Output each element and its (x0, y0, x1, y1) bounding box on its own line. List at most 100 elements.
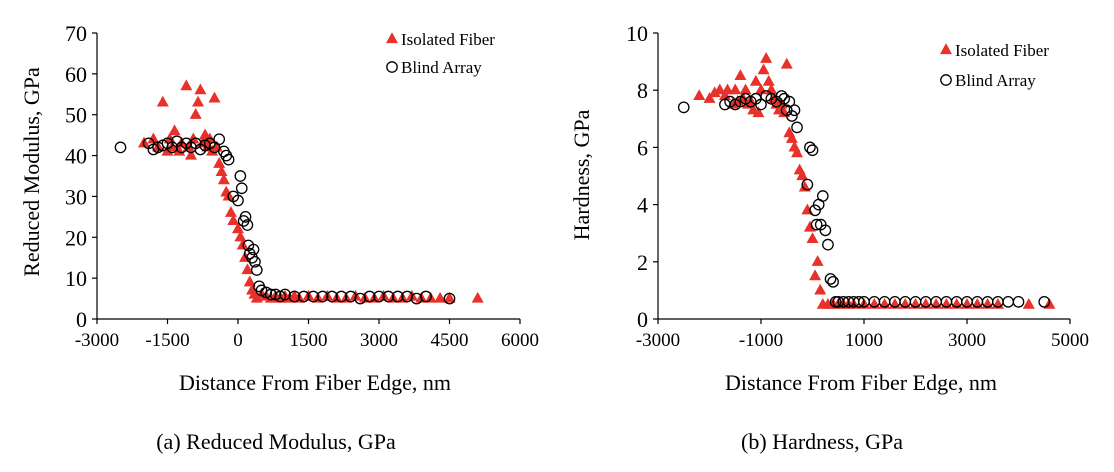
data-point-triangle (471, 291, 484, 303)
data-point-circle (1012, 295, 1025, 308)
data-points (114, 79, 484, 305)
x-tick-label: 0 (233, 330, 243, 351)
data-point-triangle (163, 132, 176, 144)
y-tick-label: 70 (65, 21, 87, 46)
y-tick-label: 0 (637, 307, 648, 332)
axes (653, 32, 1071, 324)
data-point-triangle (224, 206, 237, 217)
data-point-circle (1002, 295, 1015, 308)
data-point-triangle (729, 83, 742, 95)
data-point-triangle (234, 230, 247, 242)
x-tick-label: -3000 (636, 330, 680, 351)
x-tick-label: 5000 (1051, 330, 1089, 351)
data-point-triangle (780, 57, 793, 69)
data-point-triangle (213, 157, 226, 168)
y-tick-label: 30 (65, 184, 87, 209)
data-point-circle (239, 211, 252, 223)
data-point-triangle (806, 232, 819, 244)
data-point-circle (827, 275, 839, 288)
data-point-triangle (232, 222, 244, 234)
data-point-circle (786, 110, 798, 122)
y-tick-label: 10 (65, 266, 87, 291)
chart-caption: (b) Hardness, GPa (741, 429, 903, 454)
x-tick-label: -1500 (145, 330, 189, 351)
data-point-triangle (713, 83, 726, 95)
data-point-circle (824, 273, 837, 285)
legend-marker-triangle (386, 32, 398, 44)
data-point-circle (852, 295, 865, 308)
y-axis-label: Hardness, GPa (569, 109, 594, 240)
data-point-circle (373, 290, 385, 303)
data-point-triangle (757, 63, 770, 75)
x-tick-label: 6000 (501, 330, 539, 351)
y-axis-label: Reduced Modulus, GPa (19, 67, 44, 277)
data-point-circle (247, 243, 260, 256)
data-point-circle (775, 90, 788, 102)
data-point-circle (114, 141, 127, 154)
x-tick-label: -1000 (739, 330, 783, 351)
x-tick-label: 1000 (845, 330, 883, 351)
data-point-triangle (185, 148, 197, 160)
data-point-circle (307, 290, 320, 303)
x-tick-label: 4500 (431, 330, 469, 351)
data-point-circle (213, 133, 226, 146)
data-point-triangle (243, 275, 256, 287)
data-point-circle (819, 224, 832, 237)
data-point-triangle (443, 291, 456, 303)
y-tick-label: 60 (65, 62, 87, 87)
data-point-circle (443, 292, 456, 305)
chart-panel-hardness: 0 2 4 6 8 10 -3000 -1000 1000 3000 5000 Isolated F… (569, 21, 1089, 454)
data-point-triangle (180, 79, 193, 91)
chart-panel-modulus: 0 10 20 30 40 50 60 70 -3000 -1500 0 1500 3000 4500 60… (19, 21, 539, 454)
chart-caption: (a) Reduced Modulus, GPa (156, 429, 396, 454)
data-point-triangle (809, 269, 822, 281)
data-point-circle (232, 194, 244, 207)
data-point-circle (249, 255, 261, 268)
data-point-triangle (168, 124, 181, 136)
data-point-circle (222, 153, 235, 166)
data-point-circle (391, 290, 404, 303)
data-point-circle (420, 290, 432, 303)
data-point-circle (326, 290, 338, 303)
x-axis-label: Distance From Fiber Edge, nm (179, 370, 451, 395)
legend-label: Isolated Fiber (401, 30, 495, 49)
legend-marker-circle (386, 61, 398, 73)
data-point-circle (363, 290, 376, 303)
data-point-circle (804, 141, 816, 154)
data-points (677, 52, 1056, 309)
data-point-triangle (1022, 298, 1035, 309)
y-tick-label: 8 (637, 78, 648, 103)
data-point-triangle (803, 220, 816, 232)
data-point-triangle (760, 52, 773, 63)
data-point-circle (288, 290, 301, 303)
legend-marker-triangle (940, 43, 952, 55)
y-tick-label: 40 (65, 144, 87, 169)
data-point-triangle (208, 91, 221, 103)
data-point-circle (316, 290, 329, 303)
data-point-triangle (798, 180, 811, 192)
x-tick-label: 3000 (948, 330, 986, 351)
data-point-triangle (739, 83, 752, 95)
data-point-circle (810, 218, 823, 231)
data-point-circle (677, 101, 690, 114)
data-point-triangle (811, 255, 824, 266)
data-point-triangle (192, 95, 205, 107)
data-point-circle (335, 290, 348, 303)
data-point-circle (822, 238, 834, 251)
data-point-triangle (217, 173, 230, 185)
tick-labels: 0 10 20 30 40 50 60 70 -3000 -1500 0 1500 3000 4500 60… (65, 21, 539, 351)
data-point-triangle (194, 83, 207, 95)
data-point-triangle (721, 83, 734, 95)
legend: Isolated Fiber Blind Array (940, 41, 1049, 90)
data-point-triangle (749, 74, 762, 86)
data-point-triangle (762, 74, 775, 86)
legend: Isolated Fiber Blind Array (386, 30, 495, 77)
data-point-triangle (703, 92, 716, 103)
data-point-triangle (189, 108, 202, 119)
y-tick-label: 10 (626, 21, 648, 46)
data-point-circle (235, 182, 248, 195)
data-point-triangle (227, 214, 240, 226)
data-point-triangle (752, 106, 765, 118)
tick-labels: 0 2 4 6 8 10 -3000 -1000 1000 3000 5000 (626, 21, 1089, 351)
x-tick-label: 3000 (360, 330, 398, 351)
